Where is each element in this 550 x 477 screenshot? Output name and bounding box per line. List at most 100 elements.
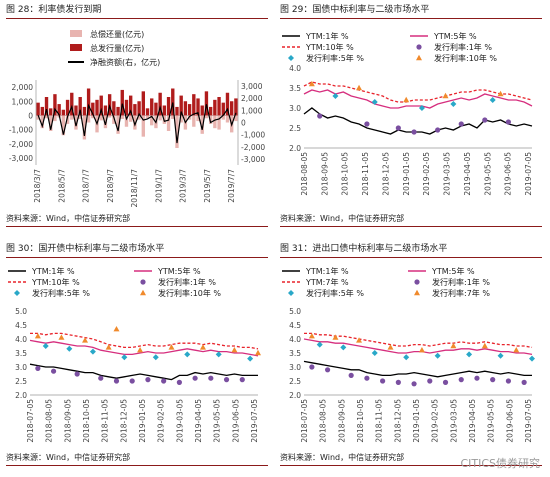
y-tick-label: -1,000 bbox=[9, 126, 33, 135]
legend-label: YTM:10年 % bbox=[31, 277, 80, 287]
bar-issuance bbox=[57, 104, 61, 116]
bar-issuance bbox=[204, 91, 209, 116]
chart-title: 图 31：进出口债中标利率与二级市场水平 bbox=[280, 241, 542, 258]
y-tick-label: 1,000 bbox=[12, 97, 34, 106]
bar-repayment bbox=[217, 115, 221, 130]
bar-repayment bbox=[158, 115, 162, 121]
data-point bbox=[89, 348, 96, 355]
x-tick-label: 2018-10-05 bbox=[341, 152, 350, 196]
bar-repayment bbox=[120, 115, 124, 119]
chart-source: 资料来源：Wind，中信证券研究部 bbox=[280, 212, 542, 227]
legend-label: YTM:1年 % bbox=[305, 31, 349, 41]
y-tick-label: 2.5 bbox=[289, 377, 301, 386]
x-tick-label: 2018-11-05 bbox=[375, 399, 384, 443]
data-point bbox=[121, 354, 128, 361]
x-tick-label: 2019-04-05 bbox=[463, 152, 472, 196]
series-line bbox=[29, 363, 258, 381]
data-point bbox=[490, 377, 496, 383]
y-tick-label: 2.5 bbox=[289, 124, 301, 133]
data-point bbox=[356, 84, 363, 91]
data-point bbox=[482, 117, 488, 123]
x-tick-label: 2018-12-05 bbox=[381, 152, 390, 196]
data-point bbox=[458, 121, 464, 127]
x-tick-label: 2019-02-05 bbox=[422, 152, 431, 196]
x-tick-label: 2019-05-05 bbox=[483, 152, 492, 196]
bar-issuance bbox=[154, 102, 158, 116]
x-tick-label: 2019/5/7 bbox=[203, 169, 212, 203]
bar-issuance bbox=[225, 92, 230, 116]
bar-issuance bbox=[183, 101, 188, 116]
data-point bbox=[427, 378, 433, 384]
y-tick-label: -3,000 bbox=[241, 155, 265, 164]
y-tick-label: 0 bbox=[28, 111, 33, 120]
bar-issuance bbox=[217, 97, 221, 116]
y-tick-label: -2,000 bbox=[9, 140, 33, 149]
y-tick-label: 1,000 bbox=[241, 106, 263, 115]
x-tick-label: 2018-08-05 bbox=[45, 399, 54, 443]
y-tick-label: -2,000 bbox=[241, 143, 265, 152]
x-tick-label: 2018/7/7 bbox=[82, 169, 91, 203]
data-point bbox=[255, 349, 261, 356]
data-point bbox=[34, 333, 41, 339]
watermark: CITICS债券研究 bbox=[460, 457, 540, 470]
y-tick-label: 2.0 bbox=[289, 144, 301, 153]
legend-label: 总偿还量(亿元) bbox=[90, 29, 144, 39]
data-point bbox=[442, 92, 449, 99]
treasury-chart: YTM:1年 % YTM:5年 % YTM:10年 % 发行利率:1年 % 发行利率:5… bbox=[282, 31, 533, 196]
bar-issuance bbox=[44, 97, 49, 116]
bar-issuance bbox=[49, 108, 53, 116]
x-tick-label: 2019-05-05 bbox=[213, 399, 222, 443]
legend-label: 发行利率:5年 % bbox=[306, 53, 364, 63]
x-tick-label: 2019-06-05 bbox=[231, 399, 240, 443]
bar-issuance bbox=[213, 99, 217, 116]
x-tick-label: 2018/5/7 bbox=[57, 169, 66, 203]
x-tick-label: 2019-07-05 bbox=[524, 399, 533, 443]
y-tick-label: 2.5 bbox=[15, 377, 27, 386]
legend-label: 发行利率:1年 % bbox=[158, 277, 216, 287]
x-tick-label: 2018/3/7 bbox=[33, 169, 42, 203]
bar-issuance bbox=[70, 92, 74, 116]
bar-repayment bbox=[44, 115, 49, 119]
bar-issuance bbox=[192, 94, 196, 116]
bar-repayment bbox=[166, 115, 171, 131]
chart-source: 资料来源：Wind，中信证券研究部 bbox=[6, 451, 268, 466]
series-line bbox=[303, 107, 533, 135]
bar-issuance bbox=[179, 95, 183, 116]
data-point bbox=[513, 347, 520, 353]
x-tick-label: 2018/9/7 bbox=[106, 169, 115, 203]
data-point bbox=[505, 119, 512, 125]
bar-issuance bbox=[103, 105, 108, 116]
legend-label: 发行利率:5年 % bbox=[32, 288, 90, 298]
data-point bbox=[403, 354, 410, 361]
bar-repayment bbox=[137, 115, 141, 120]
data-point bbox=[152, 354, 159, 361]
bar-issuance bbox=[116, 106, 120, 116]
bar-issuance bbox=[112, 101, 116, 116]
data-point bbox=[489, 97, 496, 103]
legend-swatch bbox=[14, 290, 20, 296]
y-tick-label: 4.0 bbox=[289, 335, 301, 344]
x-tick-label: 2019-01-05 bbox=[402, 152, 411, 196]
data-point bbox=[176, 379, 182, 385]
bar-repayment bbox=[213, 115, 217, 129]
bar-repayment bbox=[86, 115, 91, 123]
legend-swatch bbox=[414, 279, 420, 285]
bar-issuance bbox=[95, 99, 99, 116]
legend-label: 发行利率:1年 % bbox=[434, 42, 492, 52]
y-tick-label: -1,000 bbox=[241, 131, 265, 140]
bar-repayment bbox=[49, 115, 53, 131]
cdb-chart: YTM:1年 % YTM:5年 % YTM:10年 % 发行利率:1年 % 发行利率:5… bbox=[8, 266, 261, 443]
y-tick-label: 3.5 bbox=[15, 349, 27, 358]
bar-issuance bbox=[162, 105, 167, 116]
bar-repayment bbox=[145, 115, 150, 119]
legend-swatch bbox=[288, 290, 294, 296]
y-tick-label: -3,000 bbox=[9, 154, 33, 163]
data-point bbox=[497, 90, 504, 97]
y-tick-label: 2,000 bbox=[12, 83, 34, 92]
x-tick-label: 2018-07-05 bbox=[300, 399, 309, 443]
bar-repayment bbox=[112, 115, 116, 124]
data-point bbox=[458, 377, 464, 383]
series-line bbox=[303, 360, 532, 378]
x-tick-label: 2019-02-05 bbox=[157, 399, 166, 443]
data-point bbox=[239, 377, 245, 383]
